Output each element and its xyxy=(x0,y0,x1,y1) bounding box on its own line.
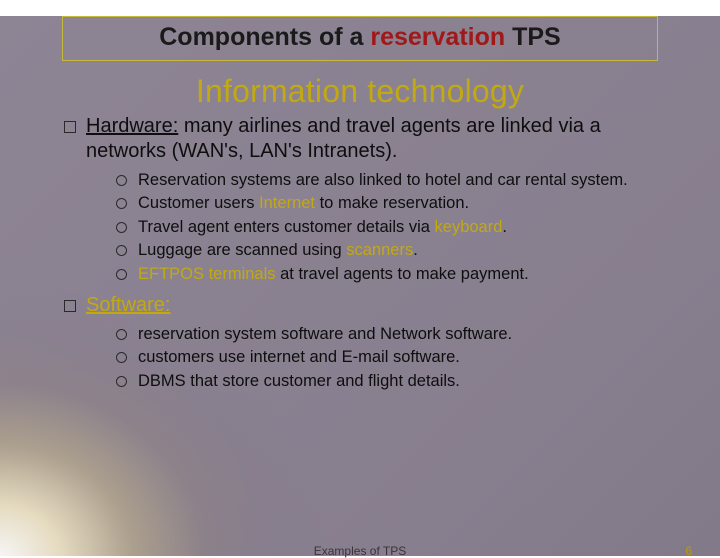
slide-content: Components of a reservation TPS Informat… xyxy=(0,16,720,556)
sub-post: . xyxy=(413,241,418,259)
bullet-hardware: Hardware: many airlines and travel agent… xyxy=(64,114,674,285)
sub-hl: scanners xyxy=(346,241,413,259)
sub-hl: keyboard xyxy=(435,218,503,236)
list-item: customers use internet and E-mail softwa… xyxy=(116,347,674,368)
sub-pre: reservation system software and Network … xyxy=(138,325,512,343)
slide-title: Components of a reservation TPS xyxy=(73,23,647,52)
hardware-sublist: Reservation systems are also linked to h… xyxy=(116,170,674,285)
sub-post: to make reservation. xyxy=(315,194,469,212)
footer-center-text: Examples of TPS xyxy=(314,544,406,558)
title-post: TPS xyxy=(505,23,561,51)
sub-hl: EFTPOS terminals xyxy=(138,265,276,283)
list-item: Luggage are scanned using scanners. xyxy=(116,240,674,261)
list-item: Travel agent enters customer details via… xyxy=(116,217,674,238)
sub-pre: Reservation systems are also linked to h… xyxy=(138,171,628,189)
subtitle: Information technology xyxy=(0,73,720,110)
bullet-software: Software: reservation system software an… xyxy=(64,293,674,392)
sub-pre: Luggage are scanned using xyxy=(138,241,346,259)
sub-pre: Customer users xyxy=(138,194,259,212)
list-item: reservation system software and Network … xyxy=(116,324,674,345)
list-item: Customer users Internet to make reservat… xyxy=(116,193,674,214)
page-number: 6 xyxy=(685,544,692,558)
title-highlight: reservation xyxy=(370,23,505,51)
sub-pre: Travel agent enters customer details via xyxy=(138,218,435,236)
sub-hl: Internet xyxy=(259,194,315,212)
software-sublist: reservation system software and Network … xyxy=(116,324,674,392)
list-item: EFTPOS terminals at travel agents to mak… xyxy=(116,264,674,285)
sub-pre: customers use internet and E-mail softwa… xyxy=(138,348,460,366)
bullet-list: Hardware: many airlines and travel agent… xyxy=(64,114,674,393)
sub-post: at travel agents to make payment. xyxy=(276,265,529,283)
list-item: Reservation systems are also linked to h… xyxy=(116,170,674,191)
sub-pre: DBMS that store customer and flight deta… xyxy=(138,372,460,390)
title-pre: Components of a xyxy=(159,23,370,51)
sub-post: . xyxy=(502,218,507,236)
software-label: Software: xyxy=(86,294,170,316)
title-box: Components of a reservation TPS xyxy=(62,16,658,61)
list-item: DBMS that store customer and flight deta… xyxy=(116,371,674,392)
hardware-label: Hardware: xyxy=(86,115,178,137)
